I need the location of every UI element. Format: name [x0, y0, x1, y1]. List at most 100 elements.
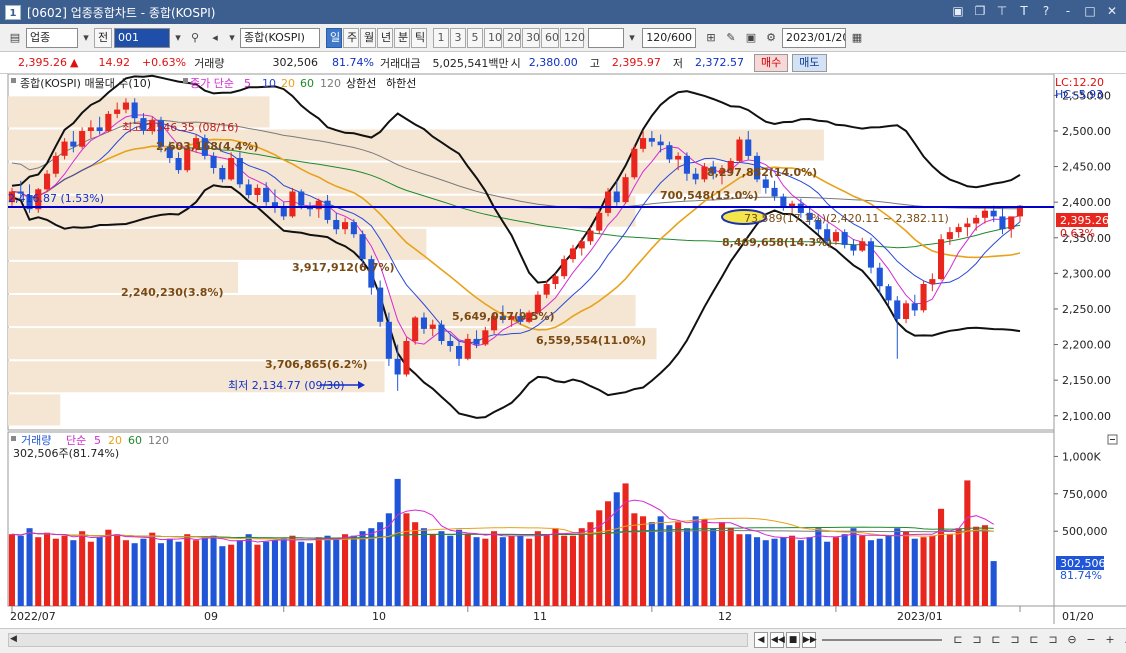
candle-body: [271, 202, 278, 208]
zoom-out-icon[interactable]: ⊖: [1067, 633, 1077, 646]
minus-icon[interactable]: −: [1086, 633, 1096, 646]
interval-button[interactable]: 5: [467, 27, 483, 48]
candle-body: [87, 127, 94, 131]
tool-icon[interactable]: ⊏: [1029, 633, 1039, 646]
volume-bar: [26, 528, 33, 606]
volume-bar: [929, 535, 936, 606]
volume-bar: [867, 540, 874, 606]
tab-week[interactable]: 주: [343, 27, 359, 48]
candle-body: [578, 241, 585, 249]
lc-label: LC:12.20: [1055, 76, 1104, 89]
sell-button[interactable]: 매도: [792, 53, 827, 72]
chart-area[interactable]: 2,550.00 2,500.00 2,450.00 2,400.00 2,350.00…: [0, 74, 1126, 628]
tab-month[interactable]: 월: [360, 27, 376, 48]
candle-body: [648, 138, 655, 142]
layout-icon[interactable]: ▤: [9, 30, 21, 44]
volume-bar: [552, 528, 559, 606]
stop-icon[interactable]: ■: [786, 632, 800, 648]
candle-body: [377, 287, 384, 322]
market-select[interactable]: 업종: [26, 27, 78, 48]
interval-button[interactable]: 10: [484, 27, 502, 48]
candle-body: [61, 141, 68, 156]
tab-tick[interactable]: 틱: [411, 27, 427, 48]
interval-button[interactable]: 30: [522, 27, 540, 48]
link-icon[interactable]: ▣: [952, 4, 964, 18]
font-icon[interactable]: T: [1020, 4, 1028, 18]
candle-body: [1016, 205, 1023, 217]
calendar-icon[interactable]: ▦: [851, 30, 863, 44]
volume-bars: [8, 478, 997, 606]
volume-bar: [955, 528, 962, 606]
indicator-icon[interactable]: ⊞: [706, 30, 716, 44]
tab-day[interactable]: 일: [326, 27, 342, 48]
volume-bar: [306, 543, 313, 606]
chart-svg[interactable]: 2,550.00 2,500.00 2,450.00 2,400.00 2,350.00…: [0, 74, 1126, 628]
candle-body: [482, 330, 489, 345]
volume-bar: [569, 535, 576, 606]
plus-icon[interactable]: +: [1105, 633, 1115, 646]
tool-icon[interactable]: ⊐: [972, 633, 982, 646]
tab-minute[interactable]: 분: [394, 27, 410, 48]
tool-icon[interactable]: ⊏: [991, 633, 1001, 646]
gear-icon[interactable]: ⚙: [766, 30, 776, 44]
close-button[interactable]: ✕: [1106, 4, 1118, 18]
tab-year[interactable]: 년: [377, 27, 393, 48]
copy-window-icon[interactable]: ❐: [974, 4, 986, 18]
volume-bar: [35, 537, 42, 606]
high-label: 고: [589, 56, 600, 70]
interval-input[interactable]: [588, 27, 624, 48]
volume-profile-band: [8, 394, 61, 426]
price-tick-label: 2,450.00: [1062, 161, 1111, 174]
interval-button[interactable]: 60: [541, 27, 559, 48]
maximize-button[interactable]: □: [1084, 4, 1096, 18]
scroll-left-icon[interactable]: ◀: [10, 634, 17, 644]
chevron-down-icon[interactable]: ▾: [175, 30, 181, 44]
draw-tool-icon[interactable]: ✎: [726, 30, 736, 44]
scroll-prev-icon[interactable]: ◀◀: [770, 632, 785, 648]
candle-body: [964, 223, 971, 228]
speaker-icon[interactable]: ◂: [212, 30, 218, 44]
zoom-slider[interactable]: [822, 639, 942, 641]
interval-button[interactable]: 1: [433, 27, 449, 48]
tool-icon[interactable]: ⊐: [1010, 633, 1020, 646]
prev-button[interactable]: 전: [94, 27, 112, 48]
volume-bar: [8, 534, 15, 606]
interval-button[interactable]: 3: [450, 27, 466, 48]
volume-bar: [499, 537, 506, 606]
legend-ma-label: 종가 단순: [190, 77, 234, 90]
candle-body: [385, 321, 392, 359]
volume-bar: [87, 541, 94, 606]
candle-body: [456, 346, 463, 359]
chevron-down-icon[interactable]: ▾: [629, 30, 635, 44]
volume-bar: [903, 531, 910, 606]
scroll-next-icon[interactable]: ▶▶: [802, 632, 817, 648]
candle-body: [263, 187, 270, 203]
date-field[interactable]: 2023/01/20: [782, 27, 846, 48]
tool-icon[interactable]: ⊐: [1048, 633, 1058, 646]
horizontal-scrollbar[interactable]: ◀: [8, 633, 748, 647]
legend-ma120: 120: [320, 77, 341, 90]
volume-bar: [727, 528, 734, 606]
count-field[interactable]: 120/600: [642, 27, 696, 48]
candle-body: [631, 148, 638, 178]
minimize-button[interactable]: ‐: [1065, 4, 1071, 18]
code-input[interactable]: 001: [114, 27, 170, 48]
buy-button[interactable]: 매수: [754, 53, 789, 72]
chevron-down-icon[interactable]: ▾: [83, 30, 89, 44]
interval-button[interactable]: 120: [560, 27, 585, 48]
candle-body: [824, 229, 831, 242]
tool-icon[interactable]: ⊏: [953, 633, 963, 646]
chevron-down-icon[interactable]: ▾: [229, 30, 235, 44]
scroll-first-icon[interactable]: ◀: [754, 632, 768, 648]
interval-button[interactable]: 20: [503, 27, 521, 48]
search-icon[interactable]: ⚲: [190, 30, 200, 44]
open-label: 시: [510, 56, 521, 70]
save-icon[interactable]: ▣: [745, 30, 757, 44]
pin-icon[interactable]: ⊤: [996, 4, 1008, 18]
candle-body: [245, 184, 252, 196]
date-label: 11: [533, 610, 547, 623]
help-icon[interactable]: ?: [1042, 4, 1050, 18]
font-a-icon[interactable]: A: [1121, 632, 1126, 648]
volume-bar: [973, 526, 980, 606]
high-annotation: 최고 2,546.35 (08/16): [122, 121, 239, 134]
